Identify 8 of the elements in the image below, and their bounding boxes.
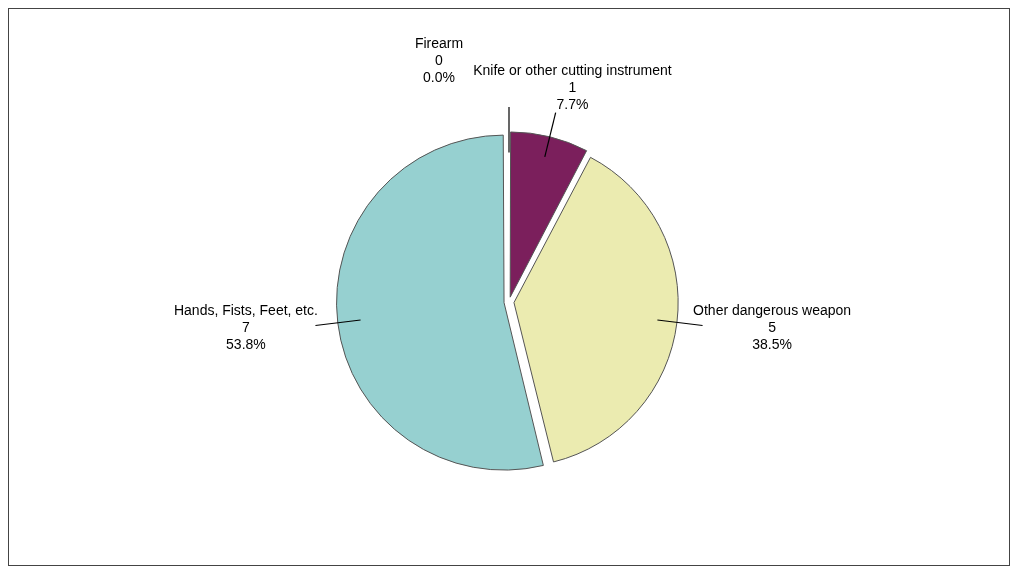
slice-label: Knife or other cutting instrument — [473, 61, 672, 78]
data-label: 1 7.7% — [556, 78, 589, 112]
slice-label: Other dangerous weapon — [693, 302, 852, 319]
data-label: 5 38.5% — [752, 319, 792, 353]
slice-label: Hands, Fists, Feet, etc. — [173, 302, 318, 319]
category-label: Firearm — [414, 35, 464, 52]
data-label: 7 53.8% — [226, 319, 266, 353]
text: 0 0.0% — [423, 52, 455, 86]
